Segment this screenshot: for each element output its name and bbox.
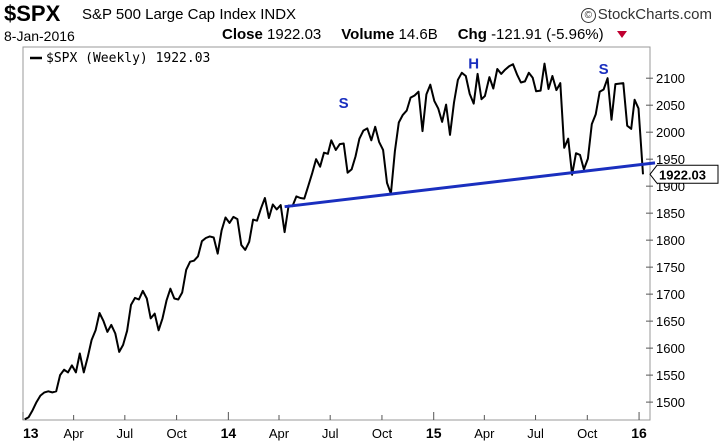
x-tick-label: 15 <box>426 425 442 441</box>
y-tick-label: 2050 <box>656 98 685 113</box>
legend-label: $SPX (Weekly) 1922.03 <box>46 51 210 66</box>
y-tick-label: 1750 <box>656 260 685 275</box>
index-name: S&P 500 Large Cap Index <box>82 6 257 23</box>
x-tick-label: 13 <box>23 425 39 441</box>
annotation-label: S <box>599 61 609 78</box>
last-value-box <box>649 164 719 184</box>
x-tick-label: Jul <box>322 426 339 441</box>
y-tick-label: 1650 <box>656 314 685 329</box>
x-tick-label: 16 <box>631 425 647 441</box>
annotation-label: H <box>468 55 479 72</box>
neckline-trendline <box>284 161 656 209</box>
x-tick-label: Apr <box>474 426 495 441</box>
ticker-symbol: $SPX <box>4 1 61 26</box>
brand-credit[interactable]: © StockCharts.com <box>580 6 712 23</box>
quote-date: 8-Jan-2016 <box>4 28 75 44</box>
x-axis: 13 Apr Jul Oct 14 Apr Jul Oct 15 Apr Jul Oct 16 <box>22 412 647 441</box>
x-tick-label: Apr <box>64 426 85 441</box>
volume-value: 14.6B <box>398 26 438 43</box>
down-arrow-icon <box>616 31 627 38</box>
y-tick-label: 1600 <box>656 341 685 356</box>
y-tick-label: 2000 <box>656 125 685 140</box>
y-axis: 1500155016001650170017501800185019001950… <box>646 71 685 410</box>
copyright-icon: © <box>580 8 596 23</box>
exchange-code: INDX <box>260 6 297 23</box>
y-tick-label: 2100 <box>656 71 685 86</box>
volume-label: Volume <box>341 26 395 43</box>
last-value-label: 1922.03 <box>659 167 706 182</box>
y-tick-label: 1850 <box>656 206 685 221</box>
x-tick-label: 14 <box>221 425 237 441</box>
x-tick-label: Oct <box>577 426 598 441</box>
x-tick-label: Jul <box>527 426 544 441</box>
pattern-annotations: S H S <box>339 55 609 111</box>
y-tick-label: 1950 <box>656 152 685 167</box>
y-tick-label: 1800 <box>656 233 685 248</box>
quote-bar: 8-Jan-2016 Close 1922.03 Volume 14.6B Chg … <box>0 26 720 46</box>
x-tick-label: Jul <box>117 426 134 441</box>
x-tick-label: Oct <box>166 426 187 441</box>
index-description: S&P 500 Large Cap Index INDX <box>82 6 296 23</box>
brand-name: StockCharts.com <box>597 6 712 23</box>
chart-legend: $SPX (Weekly) 1922.03 <box>30 51 210 66</box>
y-tick-label: 1500 <box>656 395 685 410</box>
chg-value: -121.91 (-5.96%) <box>491 26 604 43</box>
close-value: 1922.03 <box>267 26 322 43</box>
annotation-label: S <box>339 95 349 112</box>
last-value-tag: 1922.03 <box>649 164 719 184</box>
y-tick-label: 1550 <box>656 368 685 383</box>
y-tick-label: 1700 <box>656 287 685 302</box>
quote-stats: Close 1922.03 Volume 14.6B Chg -121.91 (-5… <box>222 26 637 43</box>
close-label: Close <box>222 26 263 43</box>
chg-label: Chg <box>457 26 487 43</box>
plot-frame <box>22 46 651 421</box>
x-tick-label: Apr <box>269 426 290 441</box>
chart-header: $SPX S&P 500 Large Cap Index INDX © Stock… <box>0 0 720 26</box>
x-tick-label: Oct <box>372 426 393 441</box>
price-series-line <box>24 62 644 421</box>
